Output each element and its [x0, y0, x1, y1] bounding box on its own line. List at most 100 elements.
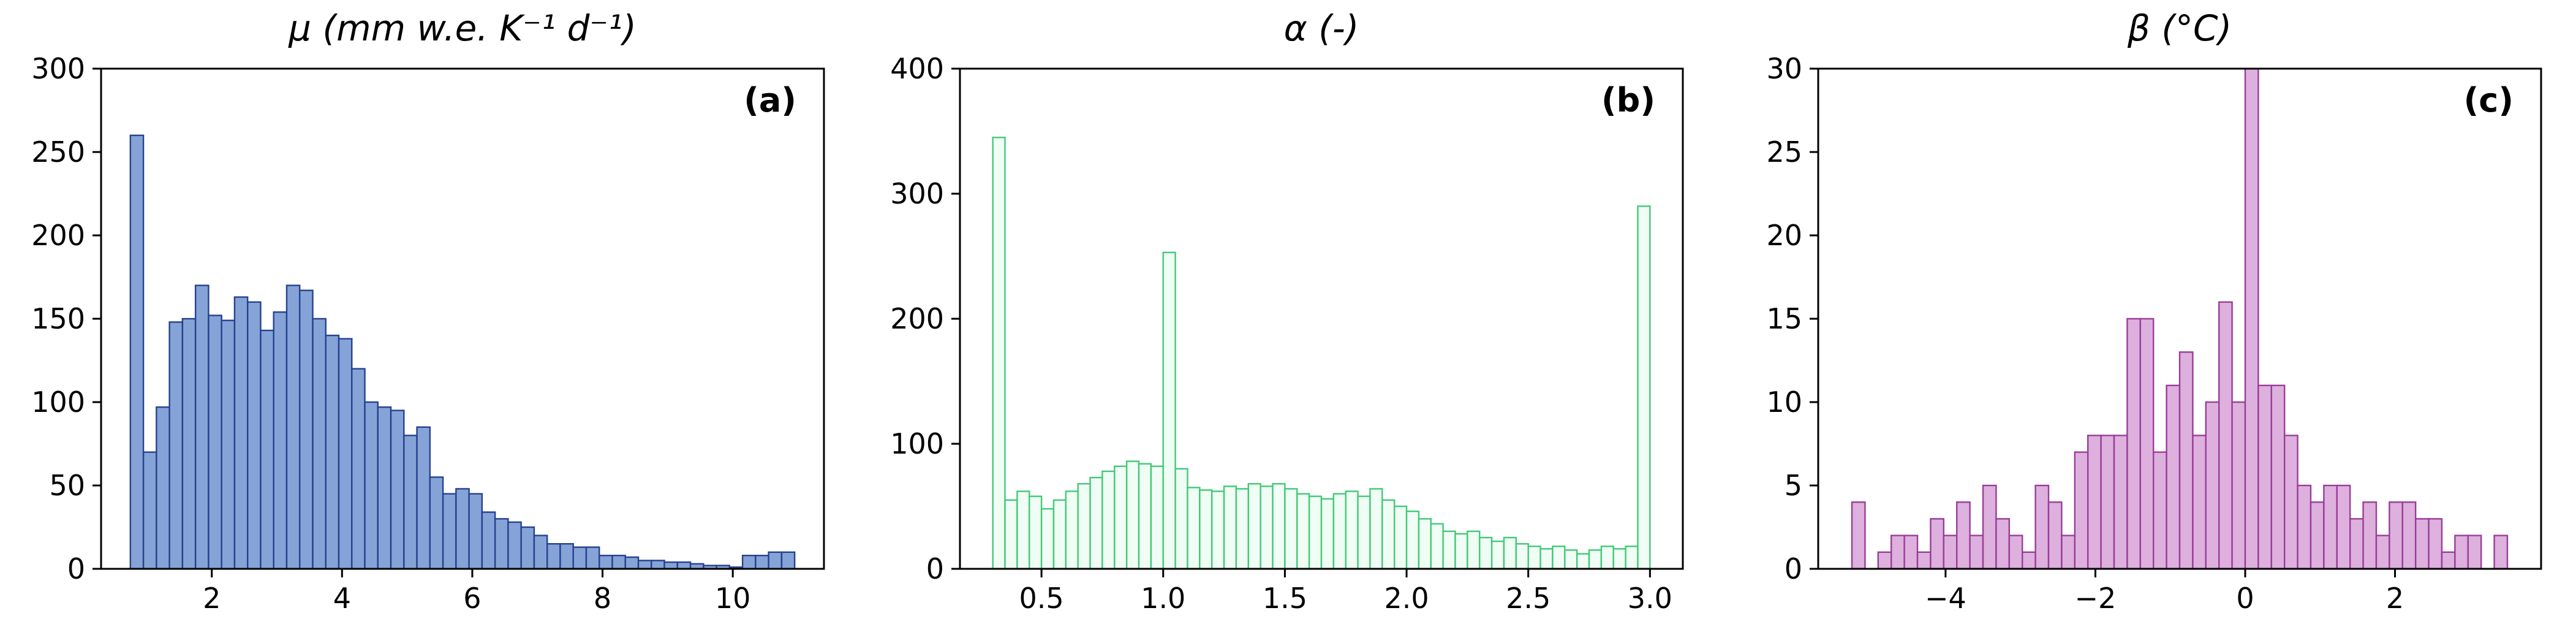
y-tick-label: 10: [1766, 386, 1802, 419]
panel-b-plot: 0.5 1.0 1.5 2.0 2.5 3.0 0 100 200 300 400: [890, 52, 1684, 615]
histogram-bar: [1187, 487, 1201, 570]
histogram-bar: [1969, 535, 1984, 570]
histogram-bar: [1065, 490, 1079, 570]
histogram-bar: [1564, 549, 1578, 570]
histogram-bar: [208, 314, 222, 570]
y-tick-label: 0: [1785, 552, 1802, 585]
histogram-bar: [1503, 536, 1517, 570]
histogram-bar: [168, 321, 184, 570]
histogram-bar: [1040, 508, 1055, 570]
histogram-bar: [1052, 499, 1067, 570]
histogram-bar: [2336, 484, 2351, 570]
histogram-bar: [494, 518, 509, 570]
histogram-bar: [1454, 533, 1468, 570]
histogram-bar: [2375, 535, 2390, 570]
histogram-bar: [129, 134, 145, 570]
histogram-bar: [1381, 499, 1396, 570]
y-tick-label: 20: [1766, 219, 1802, 252]
histogram-bar: [1467, 530, 1481, 570]
histogram-bar: [572, 546, 587, 570]
x-tick-label: 10: [715, 582, 751, 615]
histogram-bar: [1943, 535, 1958, 570]
x-tick-label: 8: [594, 582, 611, 615]
histogram-bar: [364, 401, 379, 570]
histogram-bar: [1114, 465, 1128, 570]
histogram-bar: [1369, 488, 1383, 570]
histogram-bar: [2178, 351, 2194, 570]
histogram-bar: [2244, 67, 2259, 570]
histogram-bar: [1612, 548, 1626, 570]
histogram-bar: [1890, 535, 1905, 570]
histogram-bar: [755, 555, 769, 570]
histogram-bar: [338, 338, 353, 570]
histogram-bar: [780, 551, 796, 570]
panel-a: 2 4 6 8 10 0 50 100 150 200 250 300 μ (mm w.e. K⁻¹ …: [0, 0, 859, 624]
y-tick-label: 250: [31, 135, 85, 169]
histogram-bar: [2022, 551, 2036, 570]
histogram-bar: [1877, 551, 1892, 570]
histogram-bar: [992, 136, 1006, 570]
histogram-bar: [2441, 551, 2456, 570]
histogram-bar: [1284, 488, 1298, 570]
histogram-bar: [1138, 463, 1152, 570]
histogram-bar: [455, 488, 470, 570]
histogram-bar: [1995, 518, 2011, 570]
histogram-bar: [559, 543, 574, 570]
histogram-bar: [2218, 301, 2233, 570]
histogram-bar: [533, 535, 548, 570]
histogram-bar: [2493, 535, 2509, 570]
histogram-bar: [351, 368, 366, 570]
y-tick-label: 200: [890, 302, 944, 335]
histogram-bar: [768, 551, 783, 570]
histogram-bar: [1625, 546, 1639, 570]
panel-c: −4 −2 0 2 0 5 10 15 20 25 30 β (°C) (c): [1717, 0, 2576, 624]
histogram-bar: [299, 289, 314, 570]
histogram-bar: [1903, 535, 1919, 570]
histogram-bar: [637, 560, 652, 570]
histogram-bar: [2139, 318, 2155, 570]
histogram-bar: [1308, 495, 1323, 570]
histogram-bar: [1851, 501, 1866, 570]
y-tick-label: 30: [1766, 52, 1802, 85]
panel-b-title: α (-): [1283, 7, 1359, 49]
histogram-bar: [663, 561, 679, 570]
histogram-bar: [676, 561, 692, 570]
y-tick-label: 300: [31, 52, 85, 85]
panel-c-label: (c): [2463, 81, 2514, 120]
histogram-bar: [2100, 435, 2115, 570]
y-tick-label: 5: [1785, 469, 1802, 502]
histogram-bar: [2113, 435, 2128, 570]
histogram-bar: [403, 435, 418, 570]
histogram-bar: [2205, 401, 2220, 570]
histogram-bar: [442, 493, 457, 570]
y-tick-label: 50: [49, 469, 85, 502]
histogram-bar: [1982, 484, 1997, 570]
histogram-bar: [468, 493, 483, 570]
histogram-bar: [377, 406, 392, 570]
x-tick-label: 2: [203, 582, 221, 615]
histogram-bar: [2454, 535, 2469, 570]
histogram-bar: [2008, 535, 2023, 570]
histogram-bar: [1600, 546, 1614, 570]
x-tick-label: 2: [2386, 582, 2404, 615]
histogram-bar: [585, 546, 600, 570]
histogram-bar: [2192, 435, 2207, 570]
histogram-bar: [2310, 501, 2325, 570]
histogram-bar: [221, 319, 236, 570]
histogram-bar: [1296, 493, 1310, 570]
histogram-bar: [2428, 518, 2443, 570]
x-tick-label: −2: [2075, 582, 2117, 615]
histogram-bar: [1101, 470, 1116, 570]
panel-a-title: μ (mm w.e. K⁻¹ d⁻¹): [289, 7, 636, 49]
histogram-bar: [1539, 548, 1554, 570]
histogram-bar: [2126, 318, 2142, 570]
histogram-bar: [1418, 518, 1432, 570]
x-tick-label: 4: [333, 582, 351, 615]
histogram-bar: [481, 511, 496, 570]
histogram-bar: [599, 555, 613, 570]
x-tick-label: 2.0: [1384, 582, 1429, 615]
histogram-bar: [1515, 543, 1529, 570]
